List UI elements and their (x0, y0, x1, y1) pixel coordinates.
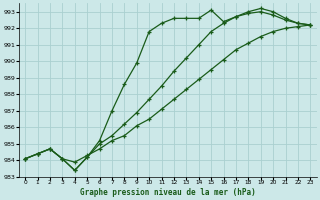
X-axis label: Graphe pression niveau de la mer (hPa): Graphe pression niveau de la mer (hPa) (80, 188, 256, 197)
